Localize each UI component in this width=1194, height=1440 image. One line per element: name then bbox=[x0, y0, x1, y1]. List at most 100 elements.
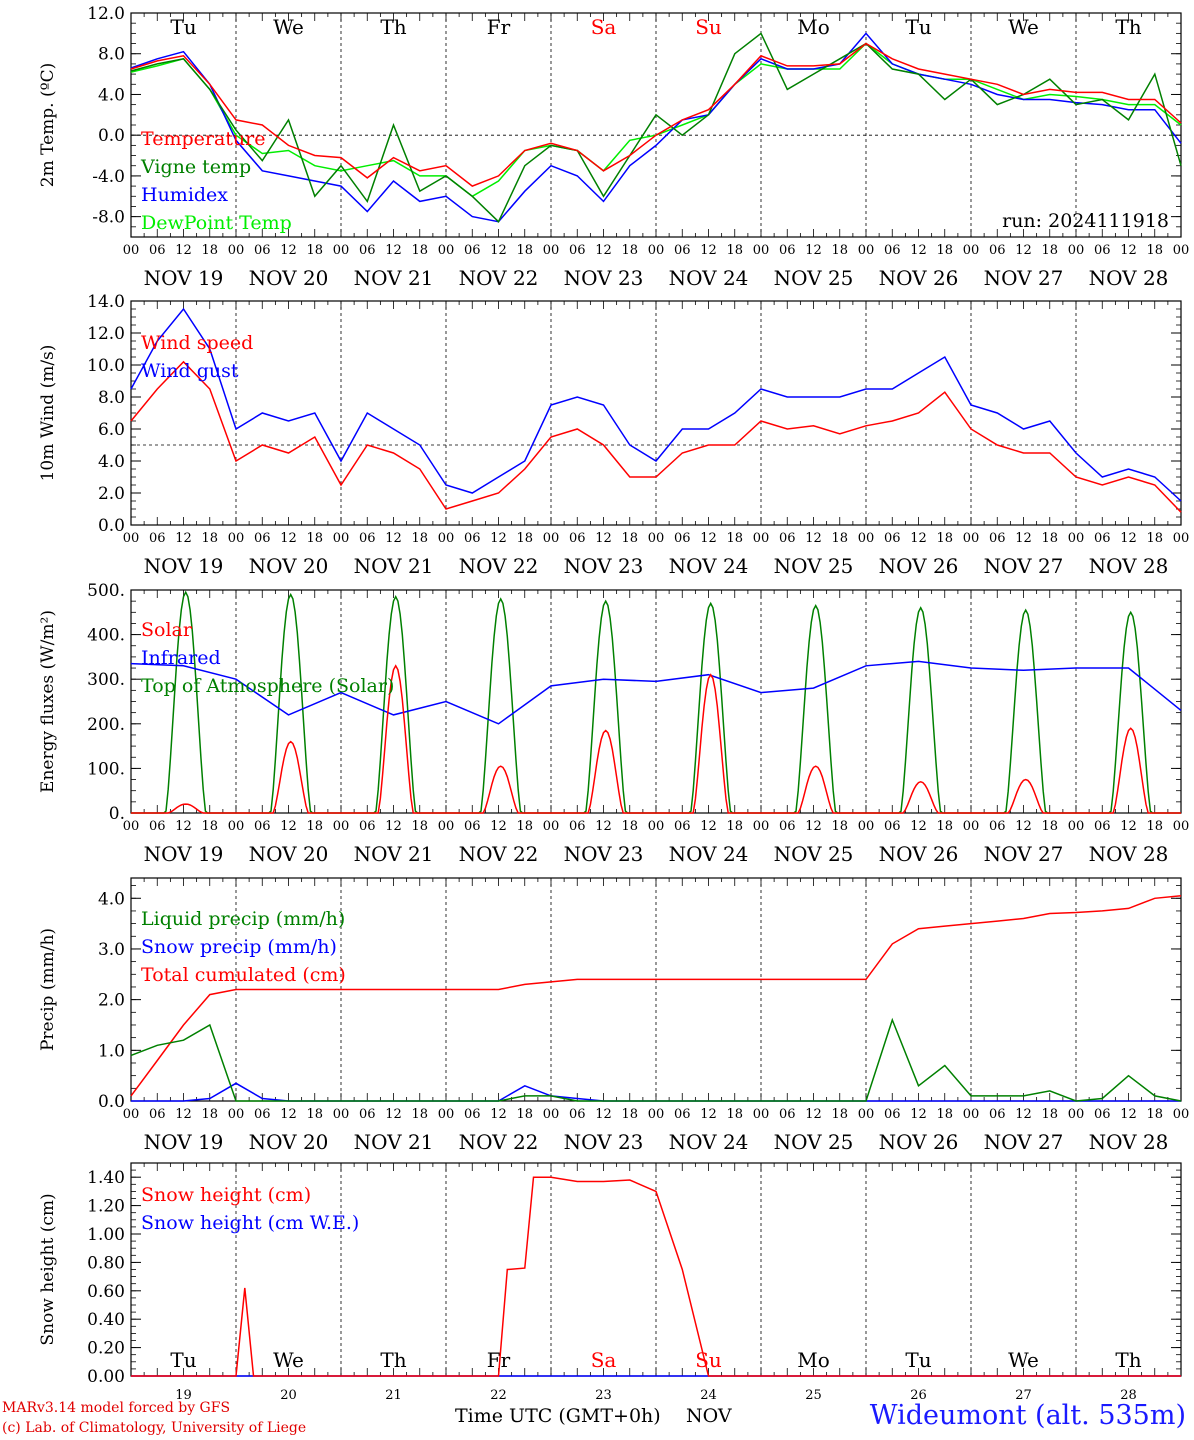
hour-tick-label: 06 bbox=[359, 819, 376, 834]
hour-tick-label: 18 bbox=[411, 243, 428, 258]
legend-entry: Humidex bbox=[141, 184, 228, 206]
hour-tick-label: 18 bbox=[936, 531, 953, 546]
panel-frame bbox=[130, 589, 1182, 814]
weekday-label: Sa bbox=[591, 1348, 617, 1372]
date-label: NOV 19 bbox=[144, 266, 224, 290]
y-axis-label: 10m Wind (m/s) bbox=[38, 345, 58, 482]
y-tick-label: 3.0 bbox=[98, 940, 125, 960]
hour-tick-label: 06 bbox=[149, 1107, 166, 1122]
hour-tick-label: 00 bbox=[858, 1107, 875, 1122]
panel-2: 14.0 12.0 10.0 8.0 6.0 4.0 2.0 0.0 10m Wind (m/s… bbox=[38, 292, 1189, 578]
date-label: NOV 24 bbox=[669, 842, 749, 866]
hour-tick-label: 00 bbox=[753, 819, 770, 834]
series-line-3 bbox=[130, 894, 1182, 1097]
weekday-label: Mo bbox=[797, 1348, 830, 1372]
hour-tick-label: 06 bbox=[779, 243, 796, 258]
date-label: NOV 21 bbox=[354, 842, 434, 866]
hour-tick-label: 00 bbox=[648, 1107, 665, 1122]
hour-tick-label: 00 bbox=[543, 1107, 560, 1122]
hour-tick-label: 18 bbox=[516, 531, 533, 546]
hour-tick-label: 12 bbox=[700, 243, 717, 258]
hour-tick-label: 06 bbox=[254, 1107, 271, 1122]
hour-tick-label: 00 bbox=[963, 819, 980, 834]
hour-tick-label: 18 bbox=[306, 1107, 323, 1122]
hour-tick-label: 18 bbox=[411, 819, 428, 834]
hour-tick-label: 12 bbox=[280, 819, 297, 834]
y-tick-label: 500. bbox=[87, 581, 125, 601]
date-label: NOV 26 bbox=[879, 1130, 959, 1154]
hour-tick-label: 00 bbox=[438, 1107, 455, 1122]
hour-tick-label: 12 bbox=[595, 819, 612, 834]
hour-tick-label: 06 bbox=[674, 819, 691, 834]
legend-entry: Liquid precip (mm/h) bbox=[141, 908, 345, 930]
hour-tick-label: 06 bbox=[674, 1107, 691, 1122]
date-label: NOV 22 bbox=[459, 842, 539, 866]
hour-tick-label: 12 bbox=[490, 1107, 507, 1122]
hour-tick-label: 18 bbox=[621, 1107, 638, 1122]
series-line-1 bbox=[131, 664, 1181, 814]
date-label: NOV 22 bbox=[459, 1130, 539, 1154]
hour-tick-label: 06 bbox=[884, 243, 901, 258]
y-tick-label: 4.0 bbox=[98, 85, 125, 105]
hour-tick-label: 06 bbox=[989, 243, 1006, 258]
y-tick-label: 4.0 bbox=[98, 889, 125, 909]
hour-tick-label: 06 bbox=[884, 819, 901, 834]
legend-entry: Total cumulated (cm) bbox=[141, 964, 346, 986]
hour-tick-label: 00 bbox=[858, 819, 875, 834]
weekday-label: Su bbox=[695, 1348, 722, 1372]
date-label: NOV 24 bbox=[669, 266, 749, 290]
hour-tick-label: 00 bbox=[228, 819, 245, 834]
hour-tick-label: 00 bbox=[333, 1107, 350, 1122]
legend-entry: Wind gust bbox=[141, 360, 239, 382]
hour-tick-label: 06 bbox=[254, 531, 271, 546]
y-tick-label: 12.0 bbox=[87, 4, 125, 24]
y-tick-label: 1.00 bbox=[87, 1225, 125, 1245]
date-label: NOV 23 bbox=[564, 842, 644, 866]
date-label: NOV 20 bbox=[249, 266, 329, 290]
hour-tick-label: 00 bbox=[753, 1107, 770, 1122]
hour-tick-label: 00 bbox=[1173, 531, 1190, 546]
date-label: NOV 22 bbox=[459, 554, 539, 578]
hour-tick-label: 12 bbox=[280, 243, 297, 258]
hour-tick-label: 12 bbox=[700, 531, 717, 546]
hour-tick-label: 12 bbox=[280, 531, 297, 546]
hour-tick-label: 06 bbox=[569, 243, 586, 258]
hour-tick-label: 12 bbox=[910, 243, 927, 258]
hour-tick-label: 00 bbox=[648, 243, 665, 258]
series-line-3 bbox=[130, 32, 1182, 223]
legend-entry: Temperature bbox=[141, 128, 265, 150]
hour-tick-label: 18 bbox=[936, 819, 953, 834]
weekday-label: We bbox=[273, 1348, 304, 1372]
weekday-label: Mo bbox=[797, 15, 830, 39]
hour-tick-label: 18 bbox=[306, 243, 323, 258]
hour-tick-label: 00 bbox=[1068, 531, 1085, 546]
hour-tick-label: 00 bbox=[543, 243, 560, 258]
date-label: NOV 27 bbox=[984, 554, 1064, 578]
y-tick-label: 10.0 bbox=[87, 356, 125, 376]
weekday-label: Tu bbox=[170, 15, 196, 39]
legend-entry: Infrared bbox=[141, 647, 221, 669]
legend-entry: Snow height (cm) bbox=[141, 1184, 311, 1206]
date-label: NOV 21 bbox=[354, 266, 434, 290]
panel-1: 12.0 8.0 4.0 0.0 -4.0 -8.0 2m Temp. (ºC) 00 06 12… bbox=[38, 4, 1189, 290]
hour-tick-label: 18 bbox=[201, 819, 218, 834]
hour-tick-label: 00 bbox=[1173, 1107, 1190, 1122]
hour-tick-label: 00 bbox=[1068, 1107, 1085, 1122]
date-label: NOV 20 bbox=[249, 1130, 329, 1154]
date-label: NOV 27 bbox=[984, 842, 1064, 866]
date-label: NOV 25 bbox=[774, 266, 854, 290]
date-label: NOV 23 bbox=[564, 554, 644, 578]
hour-tick-label: 00 bbox=[543, 531, 560, 546]
hour-tick-label: 00 bbox=[648, 819, 665, 834]
x-axis-month: NOV bbox=[686, 1405, 732, 1427]
hour-tick-label: 12 bbox=[1015, 819, 1032, 834]
y-axis-label: Energy fluxes (W/m²) bbox=[38, 610, 58, 793]
hour-tick-label: 06 bbox=[464, 819, 481, 834]
hour-tick-label: 12 bbox=[1120, 819, 1137, 834]
date-label: NOV 24 bbox=[669, 554, 749, 578]
panel-4: 4.0 3.0 2.0 1.0 0.0 Precip (mm/h) 00 06 12 18 NOV … bbox=[38, 877, 1190, 1154]
y-tick-label: 400. bbox=[87, 626, 125, 646]
hour-tick-label: 12 bbox=[385, 819, 402, 834]
hour-tick-label: 06 bbox=[884, 531, 901, 546]
hour-tick-label: 18 bbox=[831, 1107, 848, 1122]
